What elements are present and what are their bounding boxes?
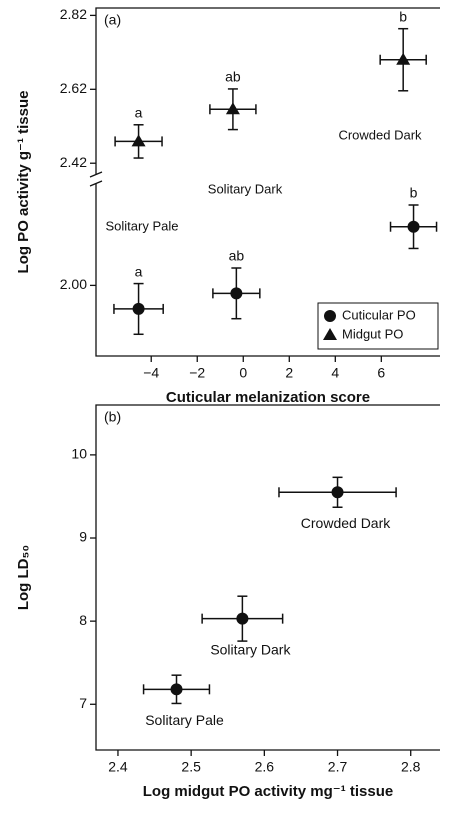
x-tick-label: 2.5 [181,759,201,775]
y-tick-label: 8 [79,612,87,628]
x-tick-label: 2.6 [255,759,275,775]
x-tick-label: 0 [239,365,247,381]
point-label: Solitary Pale [145,712,224,728]
axis-frame [95,404,440,751]
marker [225,102,240,115]
marker [170,683,183,696]
significance-letter: b [399,8,407,24]
x-tick-label: 2.8 [401,759,421,775]
legend-marker [324,310,336,322]
y-tick-label: 9 [79,529,87,545]
x-tick-label: 6 [377,365,385,381]
significance-letter: a [135,104,143,120]
y-tick-label: 10 [71,446,87,462]
x-tick-label: −4 [143,365,159,381]
annotation: Crowded Dark [338,127,422,142]
annotation: Solitary Pale [106,218,179,233]
marker [132,302,145,315]
x-tick-label: −2 [189,365,205,381]
marker [407,220,420,233]
x-axis-title: Log midgut PO activity mg⁻¹ tissue [143,783,393,800]
y-tick-label: 7 [79,695,87,711]
x-tick-label: 2.7 [328,759,348,775]
y-tick-label: 2.00 [60,276,87,292]
y-axis-title: Log LD₅₀ [15,545,32,610]
frames [89,7,440,751]
marker [131,134,146,147]
marker [331,486,344,499]
marker [236,612,249,625]
axis-frame [95,184,440,357]
marker [396,52,411,65]
legend-box [317,302,439,350]
x-tick-label: 2.4 [108,759,128,775]
annotation: Solitary Dark [208,181,283,196]
legend-label: Midgut PO [342,326,403,341]
y-tick-label: 2.42 [60,154,87,170]
x-tick-label: 4 [331,365,339,381]
marker [230,287,243,300]
point-label: Solitary Dark [210,641,291,657]
significance-letter: a [135,263,143,279]
x-axis-title: Cuticular melanization score [166,389,370,406]
point-label: Crowded Dark [301,515,391,531]
significance-letter: b [410,185,418,201]
significance-letter: ab [229,248,245,264]
y-tick-label: 2.82 [60,6,87,22]
axis-frame [95,7,440,174]
y-tick-label: 2.62 [60,80,87,96]
y-axis-title: Log PO activity g⁻¹ tissue [15,91,32,274]
significance-letter: ab [225,69,241,85]
legend-label: Cuticular PO [342,307,416,322]
axis-break [89,180,103,187]
panel-label: (b) [104,409,121,425]
legend-marker [323,328,337,340]
x-tick-label: 2 [285,365,293,381]
axis-break [89,171,103,178]
panel-label: (a) [104,12,121,28]
